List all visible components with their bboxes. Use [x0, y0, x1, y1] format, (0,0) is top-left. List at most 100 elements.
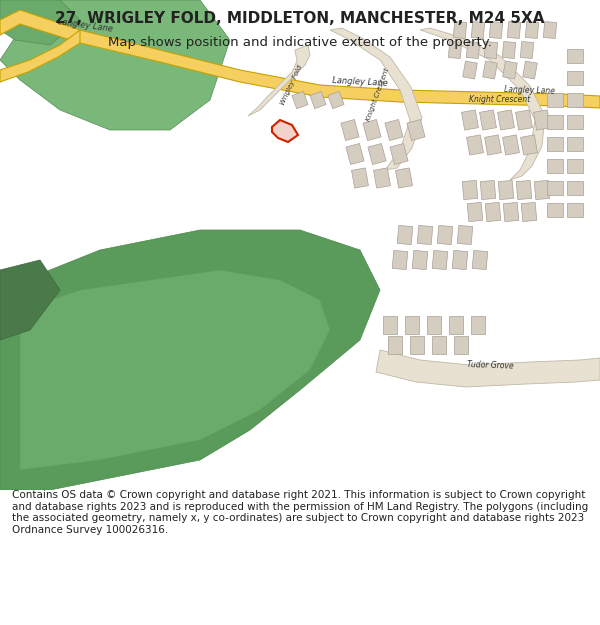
Polygon shape	[420, 28, 545, 180]
Bar	[516, 181, 532, 199]
Polygon shape	[0, 30, 80, 82]
Bar	[503, 61, 517, 79]
Polygon shape	[272, 120, 298, 142]
Text: Langley Lane: Langley Lane	[505, 84, 556, 96]
Bar	[461, 110, 478, 130]
Bar	[432, 336, 446, 354]
Bar	[547, 203, 563, 217]
Bar	[410, 336, 424, 354]
Bar	[462, 181, 478, 199]
Bar	[352, 168, 368, 188]
Bar	[567, 181, 583, 195]
Bar	[523, 61, 537, 79]
Bar	[503, 135, 520, 155]
Bar	[448, 41, 461, 59]
Bar	[427, 316, 441, 334]
Bar	[503, 202, 519, 222]
Text: Contains OS data © Crown copyright and database right 2021. This information is : Contains OS data © Crown copyright and d…	[12, 490, 588, 535]
Text: 27, WRIGLEY FOLD, MIDDLETON, MANCHESTER, M24 5XA: 27, WRIGLEY FOLD, MIDDLETON, MANCHESTER,…	[55, 11, 545, 26]
Bar	[341, 119, 359, 141]
Bar	[437, 226, 453, 244]
Text: Langley Lane: Langley Lane	[57, 17, 113, 33]
Bar	[544, 21, 557, 39]
Bar	[395, 168, 412, 188]
Bar	[534, 181, 550, 199]
Polygon shape	[0, 0, 80, 45]
Bar	[485, 135, 502, 155]
Bar	[454, 336, 468, 354]
Polygon shape	[20, 270, 330, 470]
Bar	[388, 336, 402, 354]
Bar	[397, 226, 413, 244]
Bar	[485, 202, 501, 222]
Bar	[547, 137, 563, 151]
Text: Map shows position and indicative extent of the property.: Map shows position and indicative extent…	[108, 36, 492, 49]
Bar	[490, 21, 503, 39]
Bar	[449, 316, 463, 334]
Bar	[417, 226, 433, 244]
Bar	[292, 91, 308, 109]
Bar	[471, 316, 485, 334]
Bar	[310, 91, 326, 109]
Bar	[463, 61, 477, 79]
Bar	[497, 110, 514, 130]
Bar	[452, 251, 468, 269]
Bar	[483, 61, 497, 79]
Bar	[407, 119, 425, 141]
Bar	[520, 41, 533, 59]
Bar	[508, 21, 521, 39]
Bar	[368, 144, 386, 164]
Bar	[392, 251, 408, 269]
Bar	[502, 41, 515, 59]
Bar	[567, 49, 583, 63]
Polygon shape	[330, 28, 422, 170]
Text: Langley Lane: Langley Lane	[332, 76, 388, 88]
Bar	[567, 93, 583, 107]
Bar	[498, 181, 514, 199]
Text: Wrigley Fold: Wrigley Fold	[279, 64, 303, 106]
Bar	[383, 316, 397, 334]
Bar	[346, 144, 364, 164]
Bar	[412, 251, 428, 269]
Bar	[480, 181, 496, 199]
Bar	[567, 159, 583, 173]
Text: Knight Crescent: Knight Crescent	[469, 96, 530, 104]
Polygon shape	[376, 350, 600, 387]
Bar	[432, 251, 448, 269]
Bar	[466, 41, 479, 59]
Bar	[484, 41, 497, 59]
Bar	[567, 71, 583, 85]
Bar	[328, 91, 344, 109]
Bar	[390, 144, 408, 164]
Bar	[521, 202, 537, 222]
Bar	[567, 115, 583, 129]
Bar	[533, 110, 550, 130]
Bar	[467, 135, 484, 155]
Bar	[454, 21, 467, 39]
Bar	[547, 93, 563, 107]
Bar	[526, 21, 539, 39]
Text: Tudor Grove: Tudor Grove	[467, 360, 514, 370]
Bar	[472, 251, 488, 269]
Bar	[467, 202, 483, 222]
Bar	[567, 137, 583, 151]
Polygon shape	[0, 230, 380, 490]
Bar	[567, 203, 583, 217]
Polygon shape	[0, 10, 600, 108]
Polygon shape	[248, 45, 310, 116]
Bar	[385, 119, 403, 141]
Bar	[374, 168, 391, 188]
Text: Knight Crescent: Knight Crescent	[365, 68, 391, 122]
Bar	[405, 316, 419, 334]
Polygon shape	[0, 0, 230, 130]
Bar	[479, 110, 496, 130]
Bar	[515, 110, 532, 130]
Bar	[547, 115, 563, 129]
Polygon shape	[0, 260, 60, 340]
Bar	[457, 226, 473, 244]
Bar	[472, 21, 485, 39]
Bar	[521, 135, 538, 155]
Bar	[363, 119, 381, 141]
Bar	[547, 181, 563, 195]
Bar	[547, 159, 563, 173]
